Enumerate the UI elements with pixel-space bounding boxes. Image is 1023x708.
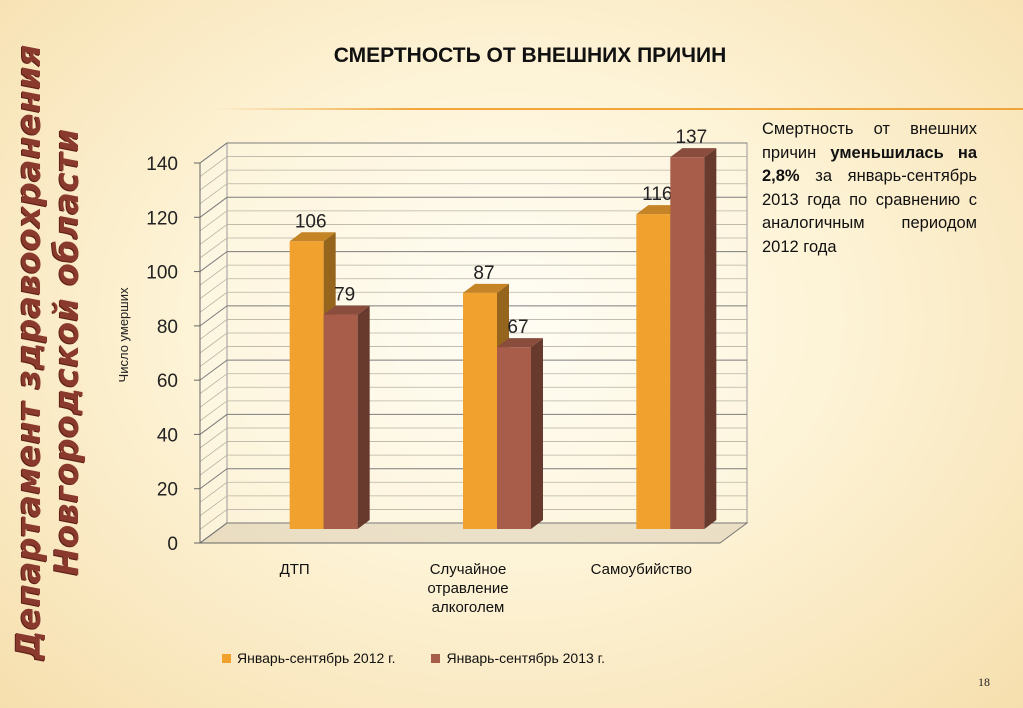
data-label-0-1: 79 <box>334 285 355 306</box>
gridline <box>199 481 747 503</box>
gridline <box>199 291 747 313</box>
chart-legend: Январь-сентябрь 2012 г. Январь-сентябрь … <box>222 650 605 666</box>
gridline <box>199 196 747 218</box>
gridline <box>199 373 747 395</box>
description-part1: Смертность от внешних причин <box>762 120 977 162</box>
gridline <box>199 468 747 490</box>
bar-side-0-1 <box>357 305 370 529</box>
description-bold: уменьшилась на 2,8% <box>762 143 977 186</box>
y-tick-label: 80 <box>157 317 178 338</box>
gridline <box>199 509 747 530</box>
description-text: Смертность от внешних причин уменьшилась… <box>762 118 977 259</box>
bar-top-0-0 <box>289 232 336 242</box>
gridline <box>199 156 747 177</box>
y-tick-label: 100 <box>146 263 178 284</box>
category-label-2: Самоубийство <box>591 561 692 578</box>
gridline <box>199 169 747 191</box>
legend-label-2013: Январь-сентябрь 2013 г. <box>446 650 605 666</box>
data-label-0-0: 106 <box>295 211 327 232</box>
gridline <box>199 441 747 462</box>
y-tick-label: 120 <box>146 208 178 229</box>
gridline <box>199 454 747 476</box>
category-label-0: ДТП <box>280 561 310 578</box>
description-part2: за январь-сентябрь 2013 года по сравнени… <box>762 167 977 256</box>
bar-2-0 <box>636 214 671 529</box>
y-tick-label: 0 <box>167 534 178 555</box>
y-tick-label: 40 <box>157 425 178 446</box>
data-label-2-1: 137 <box>675 127 707 148</box>
bar-top-2-1 <box>670 148 717 158</box>
gridline <box>199 427 747 449</box>
gridline <box>199 142 747 164</box>
bar-side-2-1 <box>704 148 717 529</box>
data-label-2-0: 116 <box>642 184 672 205</box>
y-axis-label: Число умерших <box>116 287 131 382</box>
legend-item-2012: Январь-сентябрь 2012 г. <box>222 650 395 666</box>
title-divider <box>215 108 1023 110</box>
legend-swatch-2012 <box>222 653 231 663</box>
gridline <box>199 413 747 435</box>
gridline <box>199 495 747 517</box>
legend-item-2013: Январь-сентябрь 2013 г. <box>431 650 605 666</box>
legend-swatch-2013 <box>431 653 441 663</box>
bar-top-1-0 <box>463 283 509 293</box>
gridline <box>199 319 747 340</box>
y-tick-label: 140 <box>146 154 178 175</box>
y-tick-label: 20 <box>157 480 178 501</box>
bar-1-1 <box>497 347 531 529</box>
bar-side-1-1 <box>531 338 543 529</box>
y-tick-label: 60 <box>157 371 178 392</box>
bar-0-1 <box>323 314 358 529</box>
category-label-1: алкоголем <box>432 599 505 616</box>
gridline <box>199 332 747 354</box>
gridline <box>199 183 747 205</box>
data-label-1-0: 87 <box>473 263 494 284</box>
gridline <box>199 278 747 300</box>
bar-2-1 <box>670 157 705 529</box>
category-label-1: Случайное <box>430 561 507 578</box>
data-label-1-1: 67 <box>507 317 528 338</box>
bar-top-0-1 <box>323 305 370 315</box>
bar-0-0 <box>289 241 324 530</box>
category-label-1: отравление <box>427 580 508 597</box>
gridline <box>199 224 747 245</box>
gridline <box>199 305 747 327</box>
legend-label-2012: Январь-сентябрь 2012 г. <box>237 650 396 666</box>
bar-1-0 <box>463 292 497 529</box>
gridline <box>199 237 747 259</box>
gridline <box>199 386 747 408</box>
gridline <box>199 264 747 286</box>
gridline <box>199 400 747 422</box>
gridline <box>199 346 747 367</box>
gridline <box>199 359 747 381</box>
gridline <box>199 210 747 232</box>
page-title: СМЕРТНОСТЬ ОТ ВНЕШНИХ ПРИЧИН <box>333 44 727 67</box>
page-number: 18 <box>978 675 990 689</box>
gridline <box>199 251 747 272</box>
bar-top-1-1 <box>497 338 543 348</box>
